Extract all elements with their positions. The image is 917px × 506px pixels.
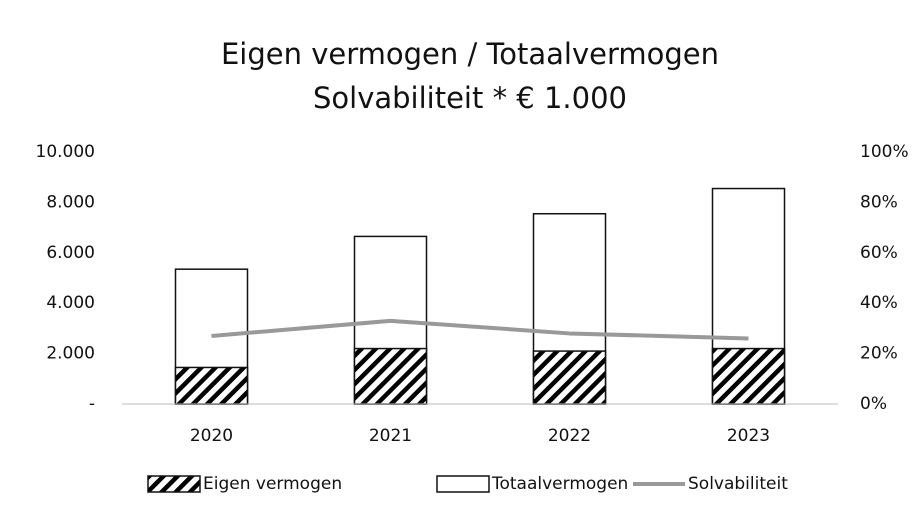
- y2-tick-label: 40%: [860, 293, 898, 313]
- y-tick-label: -: [89, 394, 95, 414]
- bar: [711, 347, 786, 405]
- x-tick-label: 2022: [548, 426, 591, 446]
- x-tick-label: 2023: [727, 426, 770, 446]
- chart-title: Eigen vermogen / Totaalvermogen: [221, 37, 719, 71]
- bar: [353, 347, 428, 405]
- y-tick-label: 2.000: [46, 344, 95, 364]
- legend-swatch: [436, 475, 490, 493]
- legend-label: Eigen vermogen: [203, 474, 342, 494]
- y2-tick-label: 100%: [860, 142, 909, 162]
- bar: [532, 350, 607, 405]
- y-tick-label: 6.000: [46, 243, 95, 263]
- chart-subtitle: Solvabiliteit * € 1.000: [313, 81, 627, 115]
- y2-tick-label: 20%: [860, 344, 898, 364]
- y-tick-label: 10.000: [36, 142, 95, 162]
- x-tick-label: 2021: [369, 426, 412, 446]
- line: [211, 318, 749, 341]
- y-tick-label: 8.000: [46, 192, 95, 212]
- y2-tick-label: 0%: [860, 394, 887, 414]
- legend-label: Solvabiliteit: [688, 474, 788, 494]
- x-tick-label: 2020: [190, 426, 233, 446]
- y-tick-label: 4.000: [46, 293, 95, 313]
- legend-label: Totaalvermogen: [491, 474, 628, 494]
- y2-tick-label: 60%: [860, 243, 898, 263]
- legend-swatch: [147, 475, 201, 493]
- bar: [174, 366, 249, 405]
- y2-tick-label: 80%: [860, 192, 898, 212]
